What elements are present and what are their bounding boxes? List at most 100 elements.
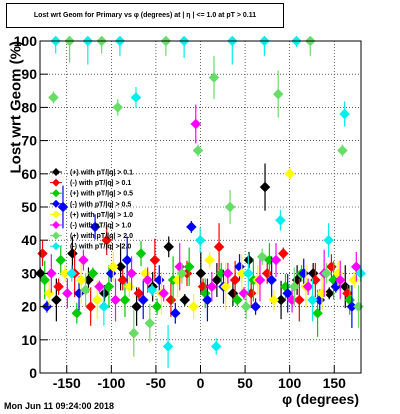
- data-point: [119, 294, 131, 306]
- data-point: [112, 102, 124, 113]
- data-point: [66, 268, 78, 279]
- data-point: [293, 294, 305, 306]
- x-tick-label: 150: [323, 375, 347, 391]
- data-point: [192, 145, 204, 156]
- data-point: [101, 234, 113, 246]
- data-point: [94, 281, 105, 293]
- legend-entry: (+) with pT/|q| > 1.0: [70, 212, 133, 219]
- data-point: [323, 287, 335, 299]
- data-point: [243, 254, 255, 266]
- data-point: [146, 284, 158, 296]
- data-point: [353, 301, 364, 312]
- y-tick-label: 20: [21, 299, 37, 315]
- data-point: [254, 274, 266, 286]
- data-point: [238, 287, 250, 299]
- data-point: [117, 274, 129, 286]
- data-point: [323, 234, 334, 246]
- data-point: [55, 254, 67, 266]
- data-point: [250, 301, 261, 312]
- data-point: [51, 294, 62, 306]
- timestamp: Mon Jun 11 09:24:00 2018: [4, 401, 115, 411]
- data-point: [110, 294, 121, 306]
- data-point: [179, 294, 191, 306]
- data-point: [87, 268, 99, 279]
- data-point: [190, 118, 202, 130]
- data-point: [124, 281, 135, 293]
- data-point: [48, 92, 59, 103]
- legend-entry: (+) with pT/|q| > 0.1: [70, 170, 133, 177]
- data-point: [45, 268, 57, 279]
- data-point: [158, 287, 170, 299]
- data-point: [186, 221, 197, 233]
- data-point: [194, 234, 206, 246]
- data-point: [53, 281, 64, 293]
- data-point: [91, 294, 103, 306]
- data-point: [277, 248, 289, 259]
- data-point: [130, 92, 142, 103]
- data-point: [131, 301, 142, 312]
- data-point: [222, 268, 234, 279]
- data-point: [256, 251, 268, 263]
- data-point: [99, 287, 110, 299]
- y-tick-label: 80: [21, 99, 37, 115]
- x-tick-label: -150: [53, 375, 81, 391]
- data-point: [282, 287, 294, 299]
- data-point: [302, 281, 314, 293]
- data-point: [337, 145, 348, 156]
- data-point: [202, 294, 213, 306]
- x-tick-label: -100: [97, 375, 125, 391]
- legend-box: [46, 165, 160, 256]
- legend-marker: [52, 221, 60, 229]
- data-point: [334, 274, 346, 286]
- legend-marker: [52, 231, 60, 240]
- legend-marker: [52, 242, 60, 251]
- data-point: [312, 307, 323, 319]
- data-point: [128, 327, 140, 339]
- data-point: [103, 281, 115, 293]
- data-point: [220, 281, 232, 293]
- data-point: [135, 248, 147, 259]
- data-point: [242, 268, 254, 279]
- data-point: [224, 201, 236, 213]
- data-point: [272, 88, 284, 100]
- data-point: [208, 72, 220, 83]
- data-point: [115, 261, 126, 273]
- data-point: [240, 301, 252, 312]
- x-tick-label: 50: [237, 375, 253, 391]
- data-point: [43, 287, 55, 299]
- data-point: [206, 281, 218, 293]
- data-point: [266, 274, 277, 286]
- axis-ticks: -150 -100 -50 0 50 100 150 0 10 20 30 40 50 60 70 80 90 1…: [14, 33, 347, 391]
- data-point: [348, 274, 360, 286]
- legend-entry: (-) with pT/|q| > 1.0: [70, 223, 131, 230]
- legend-entry: (+) with pT/|q| > 0.5: [70, 191, 133, 198]
- data-point: [62, 287, 73, 299]
- data-point: [85, 301, 97, 312]
- legend-marker: [52, 178, 60, 187]
- x-axis-label: φ (degrees): [282, 391, 359, 407]
- data-point: [275, 294, 287, 306]
- x-tick-label: 100: [278, 375, 302, 391]
- data-point: [144, 317, 156, 329]
- grid: [40, 40, 361, 374]
- data-point: [204, 254, 215, 266]
- data-point: [80, 284, 91, 296]
- y-tick-label: 30: [21, 265, 37, 281]
- x-tick-label: -50: [146, 375, 166, 391]
- legend-entry: (+) with pT/|q| > 2.0: [70, 233, 133, 240]
- data-point: [137, 294, 149, 306]
- data-point: [350, 261, 362, 273]
- data-point: [149, 254, 161, 266]
- data-point: [339, 108, 350, 120]
- legend-marker: [52, 189, 60, 198]
- data-point: [75, 274, 87, 286]
- data-point: [176, 268, 188, 279]
- y-tick-label: 10: [21, 332, 37, 348]
- data-point: [39, 274, 51, 286]
- data-point: [259, 181, 271, 193]
- data-point: [89, 221, 101, 233]
- data-point: [169, 307, 181, 319]
- legend-entry: (-) with pT/|q| > 0.5: [70, 201, 131, 208]
- data-point: [163, 241, 175, 253]
